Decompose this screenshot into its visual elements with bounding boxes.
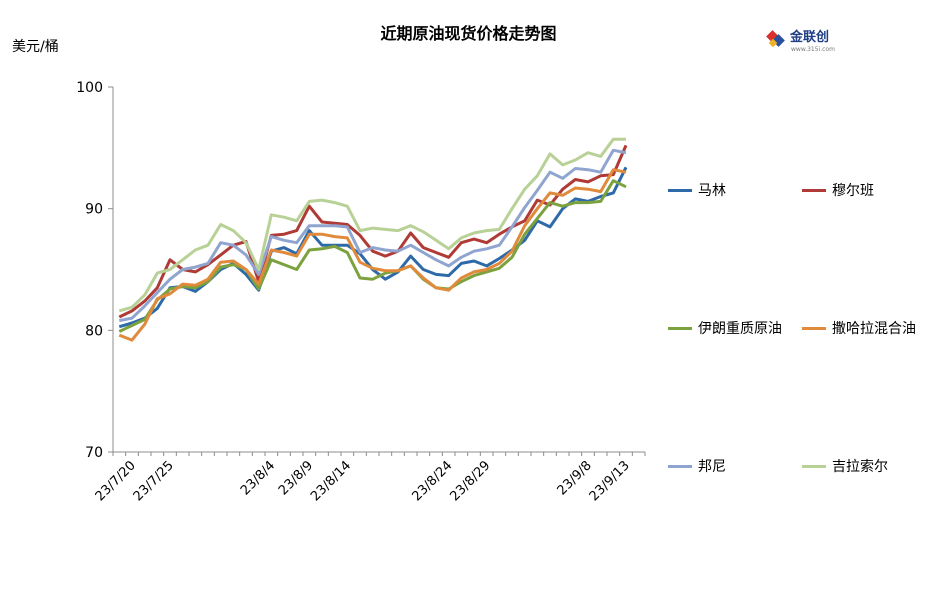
series-line-6: [118, 137, 626, 313]
legend-swatch: [802, 327, 826, 330]
x-tick-label: 23/8/14: [308, 458, 354, 504]
x-tick-label: 23/7/20: [93, 458, 139, 504]
x-tick-label: 23/8/4: [238, 458, 278, 498]
legend-label: 伊朗重质原油: [698, 321, 782, 337]
x-tick-label: 23/9/13: [587, 458, 633, 504]
y-tick-label: 70: [85, 445, 103, 461]
y-axis-unit-label: 美元/桶: [12, 39, 59, 55]
series-line-4: [118, 168, 627, 342]
x-tick-label: 23/7/25: [131, 458, 177, 504]
x-tick-label: 23/8/29: [447, 458, 493, 504]
legend-label: 邦尼: [698, 459, 726, 475]
legend-swatch: [668, 327, 692, 330]
brand-logo: 金联创 www.315i.com: [766, 29, 835, 53]
legend-label: 马林: [698, 183, 726, 199]
y-tick-label: 80: [85, 323, 103, 339]
y-tick-label: 90: [85, 202, 103, 218]
legend-label: 撒哈拉混合油: [832, 321, 916, 337]
y-tick-label: 100: [76, 80, 103, 96]
legend-swatch: [668, 465, 692, 468]
legend-label: 吉拉索尔: [832, 459, 888, 475]
legend-swatch: [802, 189, 826, 192]
series-line-3: [118, 179, 627, 333]
series-line-5: [119, 148, 627, 323]
x-tick-label: 23/8/24: [409, 458, 455, 504]
legend-label: 穆尔班: [832, 183, 874, 199]
chart-title: 近期原油现货价格走势图: [380, 24, 557, 43]
logo-text: 金联创: [789, 29, 829, 45]
logo-subtext: www.315i.com: [791, 46, 835, 53]
legend-swatch: [668, 189, 692, 192]
legend-swatch: [802, 465, 826, 468]
